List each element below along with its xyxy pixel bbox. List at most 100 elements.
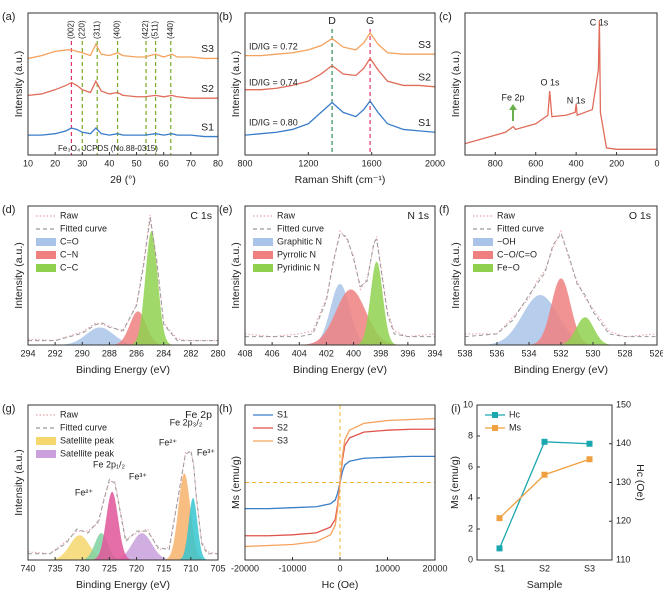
series-line xyxy=(28,127,218,138)
series-line xyxy=(28,214,218,342)
panel-title: C 1s xyxy=(190,210,212,222)
y-axis-label: Intensity (a.u.) xyxy=(13,242,25,309)
panel-title: N 1s xyxy=(407,210,429,222)
legend-label: −OH xyxy=(497,236,516,246)
plot-area xyxy=(28,449,218,560)
legend-swatch xyxy=(253,264,273,272)
reference-label: G xyxy=(366,15,374,27)
x-tick-label: 404 xyxy=(292,348,307,358)
annotation: C 1s xyxy=(590,17,609,27)
y2-tick-label: 150 xyxy=(616,399,631,409)
peak xyxy=(105,311,171,345)
series-line xyxy=(28,42,218,60)
x-tick-label: 710 xyxy=(183,563,198,573)
x-tick-label: 400 xyxy=(569,158,584,168)
x-tick-label: 536 xyxy=(489,348,504,358)
panel: 800 1200 1600 2000 Raman Shift (cm⁻¹) Intensi… xyxy=(219,11,445,186)
x-axis-label: Raman Shift (cm⁻¹) xyxy=(295,174,386,186)
x-tick-label: 528 xyxy=(617,348,632,358)
annotation: Fe²⁺ xyxy=(159,437,178,447)
legend-label: Raw xyxy=(277,210,296,220)
annotation: ID/IG = 0.80 xyxy=(249,117,298,127)
x-tick-label: 740 xyxy=(20,563,35,573)
legend-swatch xyxy=(473,251,493,259)
x-tick-label: 715 xyxy=(156,563,171,573)
x-tick-label: 800 xyxy=(237,158,252,168)
panel-label: (c) xyxy=(439,11,452,23)
series-line xyxy=(245,99,435,136)
y-axis-label: Intensity (a.u.) xyxy=(230,51,242,118)
legend-label: C−C xyxy=(60,262,79,272)
legend-label: Graphitic N xyxy=(277,236,322,246)
panel-label: (d) xyxy=(2,204,15,216)
plot-frame xyxy=(476,404,613,561)
plot-area xyxy=(28,41,218,155)
series-label: S3 xyxy=(201,43,214,55)
x-tick-label: 534 xyxy=(521,348,536,358)
reference-label: (511) xyxy=(151,21,160,39)
x-tick-label: 2000 xyxy=(425,158,445,168)
series-line xyxy=(28,79,218,99)
annotation: Fe 2p₃/₂ xyxy=(170,417,203,427)
y2-tick-label: 120 xyxy=(616,516,631,526)
y-tick-label: 4 xyxy=(468,492,473,502)
y2-tick-label: 140 xyxy=(616,438,631,448)
legend-label: Raw xyxy=(497,210,516,220)
y-axis-label: Intensity (a.u.) xyxy=(13,449,25,516)
x-tick-label: 400 xyxy=(346,348,361,358)
x-tick-label: 402 xyxy=(319,348,334,358)
plot-frame xyxy=(244,205,436,346)
panel-title: O 1s xyxy=(629,210,651,222)
legend-label: C−O/C=O xyxy=(497,249,537,259)
legend-label: S3 xyxy=(277,435,288,445)
x-tick-label: 408 xyxy=(237,348,252,358)
x-tick-label: 284 xyxy=(156,348,171,358)
panel-title: Fe 2p xyxy=(185,409,212,421)
x-axis-label: Binding Energy (eV) xyxy=(76,579,170,591)
reference-label: (311) xyxy=(92,21,101,39)
plot-area xyxy=(245,229,435,345)
y-axis-label: Ms (emu/g) xyxy=(230,456,242,509)
legend-label: Raw xyxy=(60,409,79,419)
y2-tick-label: 110 xyxy=(616,554,630,564)
x-tick-label: 396 xyxy=(400,348,415,358)
marker xyxy=(496,545,503,552)
annotation: Fe₃O₄ JCPDS (No.88-0315) xyxy=(58,144,158,153)
legend-swatch xyxy=(36,437,56,445)
series-line xyxy=(28,449,218,555)
series-line xyxy=(465,20,657,150)
series-label: S3 xyxy=(418,39,431,51)
legend-swatch xyxy=(36,264,56,272)
x-tick-label: 720 xyxy=(129,563,144,573)
y-axis-label: Ms (emu/g) xyxy=(449,456,461,509)
legend-label: C−N xyxy=(60,249,78,259)
annotation: Fe 2p₁/₂ xyxy=(93,459,126,469)
y-tick-label: 6 xyxy=(468,461,473,471)
legend-label: Ms xyxy=(509,422,521,432)
legend-label: C=O xyxy=(60,236,79,246)
peak xyxy=(40,535,119,560)
plot-frame xyxy=(244,404,436,561)
panel-label: (i) xyxy=(451,403,461,415)
annotation: O 1s xyxy=(540,77,560,87)
legend-swatch xyxy=(253,238,273,246)
panel-label: (g) xyxy=(2,403,15,415)
x-tick-label: 526 xyxy=(649,348,663,358)
annotation: Fe 2p xyxy=(501,92,524,102)
legend-label: Pyrrolic N xyxy=(277,249,316,259)
y-axis-label: Intensity (a.u.) xyxy=(230,242,242,309)
x-tick-label: 50 xyxy=(132,158,142,168)
series-line xyxy=(28,217,218,342)
panel: 294 292 290 288 286 284 282 280 Binding Energy (… xyxy=(2,204,226,376)
x-tick-label: 30 xyxy=(77,158,87,168)
x-tick-label: 20 xyxy=(50,158,60,168)
x-tick-label: 394 xyxy=(427,348,442,358)
x-axis-label: Hc (Oe) xyxy=(322,579,359,591)
legend-marker xyxy=(492,425,498,431)
y2-tick-label: 130 xyxy=(616,477,631,487)
x-tick-label: 406 xyxy=(265,348,280,358)
legend-label: Satellite peak xyxy=(60,435,115,445)
legend-label: Fe−O xyxy=(497,262,520,272)
x-tick-label: S3 xyxy=(584,563,595,573)
